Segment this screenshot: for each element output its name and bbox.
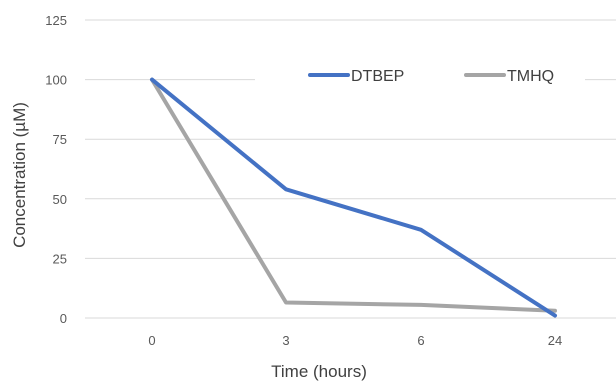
y-tick-label: 25 (53, 251, 67, 266)
x-tick-label: 24 (548, 333, 562, 348)
x-tick-label: 0 (148, 333, 155, 348)
x-tick-label: 3 (282, 333, 289, 348)
legend-label: TMHQ (507, 68, 554, 85)
series-line (150, 77, 557, 318)
y-axis-ticks: 0 25 50 75 100 125 (45, 13, 67, 326)
x-tick-label: 6 (417, 333, 424, 348)
y-tick-label: 50 (53, 192, 67, 207)
y-tick-label: 75 (53, 132, 67, 147)
x-axis-title: Time (hours) (271, 362, 367, 381)
y-tick-label: 125 (45, 13, 67, 28)
legend: DTBEP TMHQ (255, 58, 585, 92)
legend-label: DTBEP (351, 68, 404, 85)
series-lines (150, 77, 557, 318)
y-axis-title: Concentration (µM) (10, 102, 29, 248)
y-tick-label: 0 (60, 311, 67, 326)
series-line (150, 77, 557, 313)
y-tick-label: 100 (45, 73, 67, 88)
x-axis-ticks: 0 3 6 24 (148, 333, 562, 348)
